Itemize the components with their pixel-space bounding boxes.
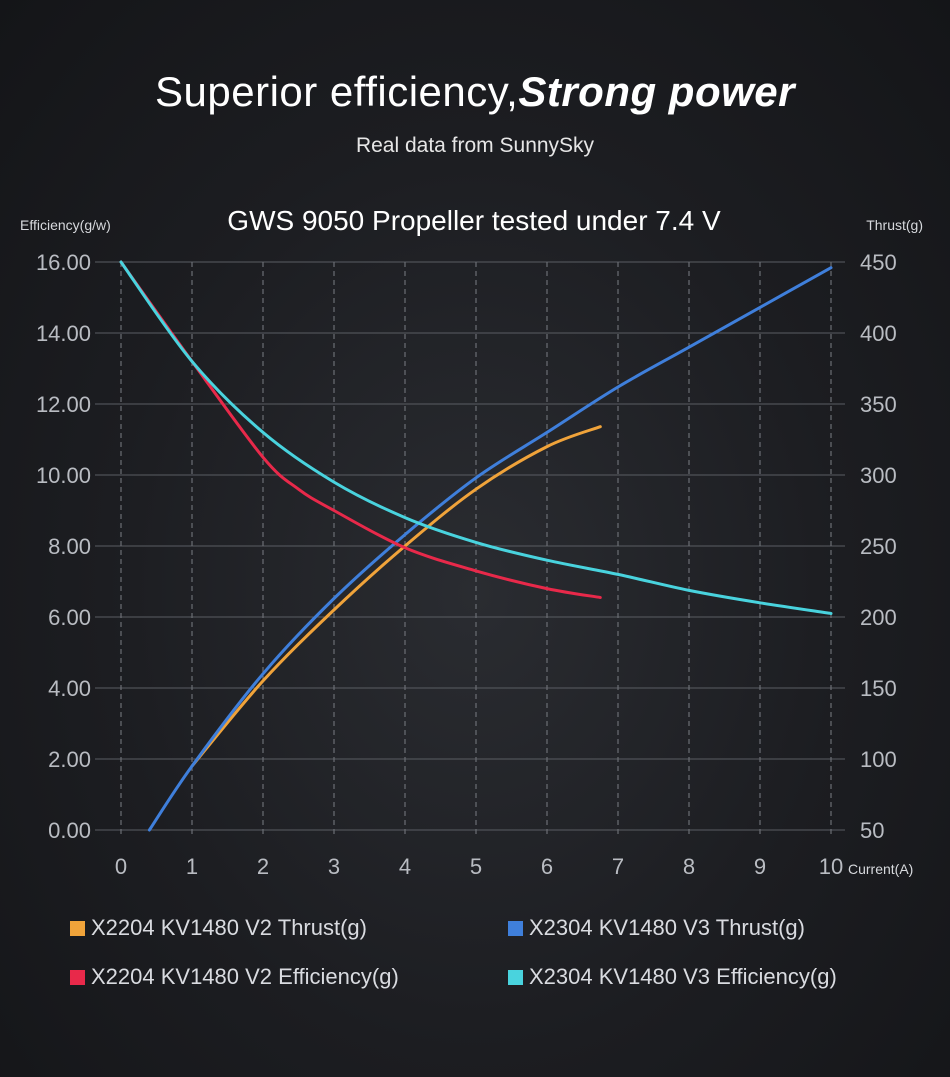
x-tick-label: 1 — [186, 854, 198, 879]
x-tick-label: 7 — [612, 854, 624, 879]
legend-swatch-v2-thrust — [70, 920, 85, 936]
title-bold: Strong power — [518, 68, 795, 115]
x-tick-label: 8 — [683, 854, 695, 879]
legend-label-v3-thrust: X2304 KV1480 V3 Thrust(g) — [529, 915, 805, 940]
legend-label-v2-thrust: X2204 KV1480 V2 Thrust(g) — [91, 915, 367, 940]
y-left-tick-label: 10.00 — [36, 463, 91, 488]
y-right-tick-label: 100 — [860, 747, 897, 772]
x-tick-label: 5 — [470, 854, 482, 879]
legend-item-v2-efficiency: X2204 KV1480 V2 Efficiency(g) — [70, 964, 399, 990]
legend-item-v3-efficiency: X2304 KV1480 V3 Efficiency(g) — [508, 964, 837, 990]
y-right-tick-label: 50 — [860, 818, 884, 843]
y-right-tick-label: 400 — [860, 321, 897, 346]
series-lines — [119, 260, 833, 832]
x-tick-label: 4 — [399, 854, 411, 879]
legend: X2204 KV1480 V2 Thrust(g) X2304 KV1480 V… — [0, 905, 950, 1015]
x-tick-label: 10 — [819, 854, 843, 879]
x-tick-label: 2 — [257, 854, 269, 879]
y-right-tick-label: 150 — [860, 676, 897, 701]
y-right-tick-label: 200 — [860, 605, 897, 630]
legend-item-v2-thrust: X2204 KV1480 V2 Thrust(g) — [70, 915, 367, 941]
y-right-tick-label: 300 — [860, 463, 897, 488]
y-left-tick-label: 8.00 — [48, 534, 91, 559]
chart-title: GWS 9050 Propeller tested under 7.4 V — [227, 205, 721, 236]
x-tick-label: 9 — [754, 854, 766, 879]
legend-item-v3-thrust: X2304 KV1480 V3 Thrust(g) — [508, 915, 805, 941]
series-v3-thrust-line — [147, 266, 833, 832]
series-v2-thrust-line — [190, 425, 602, 768]
y-left-tick-label: 0.00 — [48, 818, 91, 843]
title-light: Superior efficiency, — [155, 68, 519, 115]
page-subtitle: Real data from SunnySky — [355, 134, 595, 157]
legend-swatch-v3-efficiency — [508, 969, 523, 985]
y-left-tick-label: 16.00 — [36, 250, 91, 275]
y-left-tick-label: 14.00 — [36, 321, 91, 346]
y-left-tick-label: 2.00 — [48, 747, 91, 772]
page-title: Superior efficiency,Strong power — [0, 66, 950, 118]
chart: GWS 9050 Propeller tested under 7.4 V Ef… — [20, 205, 923, 879]
legend-label-v3-efficiency: X2304 KV1480 V3 Efficiency(g) — [529, 964, 837, 989]
y-left-tick-label: 12.00 — [36, 392, 91, 417]
y-left-tick-label: 6.00 — [48, 605, 91, 630]
legend-swatch-v2-efficiency — [70, 969, 85, 985]
y-right-tick-label: 250 — [860, 534, 897, 559]
y-left-axis-label: Efficiency(g/w) — [20, 217, 111, 233]
grid — [95, 261, 845, 836]
series-v3-efficiency-line — [119, 260, 833, 615]
legend-swatch-v3-thrust — [508, 920, 523, 936]
x-tick-label: 3 — [328, 854, 340, 879]
y-left-tick-label: 4.00 — [48, 676, 91, 701]
series-v2-efficiency-line — [119, 260, 602, 599]
y-right-tick-label: 350 — [860, 392, 897, 417]
legend-label-v2-efficiency: X2204 KV1480 V2 Efficiency(g) — [91, 964, 399, 989]
y-right-axis-label: Thrust(g) — [866, 217, 923, 233]
x-axis-label: Current(A) — [848, 861, 913, 877]
x-tick-label: 0 — [115, 854, 127, 879]
x-tick-label: 6 — [541, 854, 553, 879]
y-right-tick-label: 450 — [860, 250, 897, 275]
